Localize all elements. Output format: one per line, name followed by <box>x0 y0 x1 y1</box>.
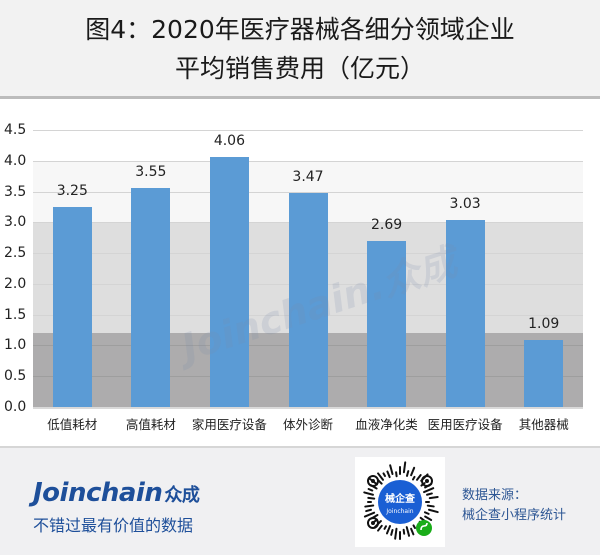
x-axis-line <box>33 407 583 409</box>
slogan: 不错过最有价值的数据 <box>33 516 194 535</box>
bar[interactable] <box>209 157 249 407</box>
joinchain-logo: Joinchain 众成 <box>33 478 200 508</box>
chart-title-line-2: 平均销售费用（亿元） <box>174 54 425 83</box>
y-tick-label: 4.5 <box>4 122 27 138</box>
brand-cn-name: 众成 <box>164 485 200 506</box>
brand-name: Joinchain <box>33 478 163 508</box>
qr-code-icon: 械企查 Joinchain <box>355 457 445 547</box>
footer: Joinchain 众成 不错过最有价值的数据 械企查 Joinchain 数据来… <box>0 446 600 555</box>
y-tick-label: 1.0 <box>4 337 27 354</box>
gridline <box>33 191 583 193</box>
bar-value-label: 4.06 <box>213 133 245 150</box>
x-category-label: 高值耗材 <box>125 417 176 432</box>
y-tick-label: 2.5 <box>4 245 27 262</box>
x-category-label: 低值耗材 <box>47 417 98 432</box>
bar-value-label: 3.03 <box>449 196 481 213</box>
data-source-value: 械企查小程序统计 <box>462 508 567 523</box>
x-category-label: 其他器械 <box>518 417 569 432</box>
bar-value-label: 1.09 <box>528 315 560 332</box>
background-band <box>33 130 583 161</box>
bar[interactable] <box>52 206 92 407</box>
x-category-label: 家用医疗设备 <box>191 417 267 432</box>
bar-chart: 3.253.554.063.472.693.031.09 Joinchain.众… <box>0 99 600 446</box>
bar[interactable] <box>524 339 564 407</box>
bar[interactable] <box>367 241 407 407</box>
y-tick-label: 4.0 <box>4 152 27 169</box>
bar[interactable] <box>131 188 171 407</box>
plot-area: 3.25 3.55 4.06 3.47 2.69 3.03 1.09 <box>33 130 583 409</box>
bar-value-label: 3.47 <box>292 169 324 186</box>
gridline <box>33 130 583 131</box>
gridline <box>33 160 583 162</box>
data-source: 数据来源： 械企查小程序统计 <box>462 486 566 526</box>
y-tick-label: 3.5 <box>4 183 27 200</box>
bar-value-label: 3.25 <box>56 182 88 199</box>
chart-title-line-1: 图4：2020年医疗器械各细分领域企业 <box>85 15 515 44</box>
x-category-label: 血液净化类 <box>355 417 418 432</box>
bar[interactable] <box>445 220 485 407</box>
y-tick-label: 2.0 <box>4 275 27 292</box>
y-tick-label: 1.5 <box>4 306 27 323</box>
data-source-label: 数据来源： <box>462 488 528 503</box>
x-category-label: 医用医疗设备 <box>427 417 503 432</box>
bar[interactable] <box>288 193 328 407</box>
chart-title-header: 图4：2020年医疗器械各细分领域企业 平均销售费用（亿元） <box>0 0 600 99</box>
y-tick-label: 0.0 <box>4 399 27 415</box>
y-tick-label: 3.0 <box>4 214 27 231</box>
y-tick-label: 0.5 <box>4 368 27 385</box>
mini-program-qr-code[interactable]: 械企查 Joinchain <box>355 457 445 547</box>
bar-value-label: 3.55 <box>135 164 167 181</box>
x-category-label: 体外诊断 <box>282 417 333 432</box>
svg-text:Joinchain: Joinchain <box>385 508 413 515</box>
bar-value-label: 2.69 <box>370 217 403 234</box>
svg-text:械企查: 械企查 <box>385 492 416 505</box>
